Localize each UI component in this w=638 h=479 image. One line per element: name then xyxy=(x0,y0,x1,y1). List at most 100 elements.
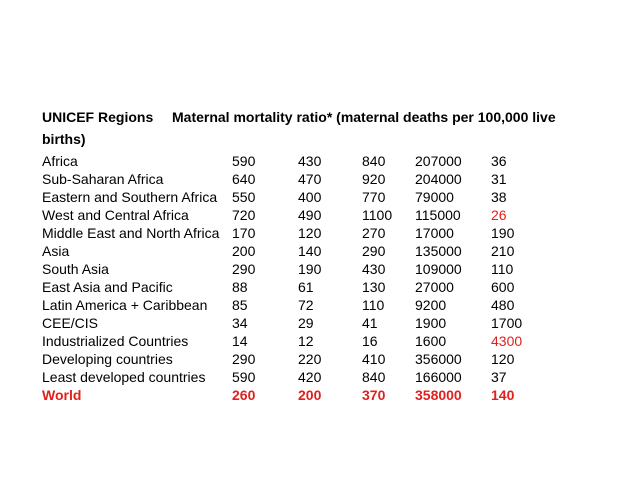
value-cell: 9200 xyxy=(415,297,447,313)
ratio-column-header: Maternal mortality ratio* (maternal deat… xyxy=(42,109,556,147)
region-cell: Least developed countries xyxy=(42,369,206,385)
table-row: East Asia and Pacific 88 61 130 27000 600 xyxy=(42,278,531,296)
value-cell: 220 xyxy=(298,351,322,367)
value-cell: 79000 xyxy=(415,189,454,205)
value-cell: 1600 xyxy=(415,333,447,349)
value-cell: 200 xyxy=(232,243,256,259)
value-cell: 135000 xyxy=(415,243,462,259)
value-cell: 470 xyxy=(298,171,322,187)
table-body: Africa 590 430 840 207000 36 Sub-Saharan Afric… xyxy=(42,152,531,404)
region-cell: Asia xyxy=(42,243,70,259)
region-cell: Eastern and Southern Africa xyxy=(42,189,218,205)
value-cell: 190 xyxy=(298,261,322,277)
value-cell: 72 xyxy=(298,297,314,313)
value-cell: 61 xyxy=(298,279,314,295)
value-cell: 110 xyxy=(491,261,514,277)
value-cell: 290 xyxy=(232,351,256,367)
value-cell: 550 xyxy=(232,189,256,205)
table-row: World 260 200 370 358000 140 xyxy=(42,386,531,404)
table-row: Least developed countries 590 420 840 166000… xyxy=(42,368,531,386)
value-cell: 430 xyxy=(298,153,322,169)
value-cell: 207000 xyxy=(415,153,462,169)
region-cell: Industrialized Countries xyxy=(42,333,189,349)
value-cell: 358000 xyxy=(415,387,462,403)
value-cell: 110 xyxy=(362,297,385,313)
value-cell: 17000 xyxy=(415,225,454,241)
region-cell: Middle East and North Africa xyxy=(42,225,220,241)
value-cell: 270 xyxy=(362,225,386,241)
value-cell: 420 xyxy=(298,369,322,385)
table-row: Sub-Saharan Africa 640 470 920 204000 31 xyxy=(42,170,531,188)
value-cell: 490 xyxy=(298,207,322,223)
value-cell: 210 xyxy=(491,243,515,259)
mortality-table: Africa 590 430 840 207000 36 Sub-Saharan Afric… xyxy=(42,152,531,404)
value-cell: 140 xyxy=(491,387,515,403)
region-cell: CEE/CIS xyxy=(42,315,99,331)
value-cell: 38 xyxy=(491,189,507,205)
value-cell: 190 xyxy=(491,225,515,241)
value-cell: 590 xyxy=(232,369,256,385)
value-cell: 590 xyxy=(232,153,256,169)
value-cell: 400 xyxy=(298,189,322,205)
region-cell: West and Central Africa xyxy=(42,207,189,223)
value-cell: 140 xyxy=(298,243,322,259)
value-cell: 840 xyxy=(362,369,386,385)
value-cell: 14 xyxy=(232,333,248,349)
table-row: Latin America + Caribbean 85 72 110 9200 480 xyxy=(42,296,531,314)
region-cell: Latin America + Caribbean xyxy=(42,297,208,313)
table-row: CEE/CIS 34 29 41 1900 1700 xyxy=(42,314,531,332)
value-cell: 37 xyxy=(491,369,507,385)
value-cell: 26 xyxy=(491,207,507,223)
table-row: South Asia 290 190 430 109000 110 xyxy=(42,260,531,278)
value-cell: 840 xyxy=(362,153,386,169)
value-cell: 290 xyxy=(362,243,386,259)
table-row: Industrialized Countries 14 12 16 1600 4300 xyxy=(42,332,531,350)
table-row: Asia 200 140 290 135000 210 xyxy=(42,242,531,260)
region-cell: World xyxy=(42,387,82,403)
table-row: West and Central Africa 720 490 1100 115000 2… xyxy=(42,206,531,224)
value-cell: 31 xyxy=(491,171,507,187)
value-cell: 29 xyxy=(298,315,314,331)
table-row: Eastern and Southern Africa 550 400 770 7900… xyxy=(42,188,531,206)
value-cell: 41 xyxy=(362,315,378,331)
value-cell: 356000 xyxy=(415,351,462,367)
value-cell: 1900 xyxy=(415,315,447,331)
region-cell: Sub-Saharan Africa xyxy=(42,171,164,187)
value-cell: 166000 xyxy=(415,369,462,385)
region-cell: Developing countries xyxy=(42,351,173,367)
value-cell: 1700 xyxy=(491,315,523,331)
value-cell: 200 xyxy=(298,387,322,403)
value-cell: 109000 xyxy=(415,261,462,277)
value-cell: 120 xyxy=(491,351,515,367)
value-cell: 640 xyxy=(232,171,256,187)
value-cell: 430 xyxy=(362,261,386,277)
value-cell: 204000 xyxy=(415,171,462,187)
value-cell: 290 xyxy=(232,261,256,277)
value-cell: 600 xyxy=(491,279,515,295)
regions-column-header: UNICEF Regions xyxy=(42,109,154,125)
region-cell: East Asia and Pacific xyxy=(42,279,173,295)
value-cell: 770 xyxy=(362,189,386,205)
value-cell: 920 xyxy=(362,171,386,187)
value-cell: 1100 xyxy=(362,207,393,223)
value-cell: 480 xyxy=(491,297,515,313)
value-cell: 170 xyxy=(232,225,256,241)
table-row: Middle East and North Africa 170 120 270 170… xyxy=(42,224,531,242)
table-row: Developing countries 290 220 410 356000 120 xyxy=(42,350,531,368)
value-cell: 115000 xyxy=(415,207,461,223)
table-row: Africa 590 430 840 207000 36 xyxy=(42,152,531,170)
value-cell: 120 xyxy=(298,225,322,241)
value-cell: 16 xyxy=(362,333,378,349)
value-cell: 370 xyxy=(362,387,386,403)
value-cell: 85 xyxy=(232,297,248,313)
value-cell: 34 xyxy=(232,315,248,331)
value-cell: 4300 xyxy=(491,333,523,349)
value-cell: 720 xyxy=(232,207,256,223)
value-cell: 12 xyxy=(298,333,314,349)
value-cell: 27000 xyxy=(415,279,454,295)
value-cell: 260 xyxy=(232,387,256,403)
value-cell: 36 xyxy=(491,153,507,169)
table-heading: UNICEF Regions Maternal mortality ratio* … xyxy=(42,106,602,150)
region-cell: South Asia xyxy=(42,261,109,277)
